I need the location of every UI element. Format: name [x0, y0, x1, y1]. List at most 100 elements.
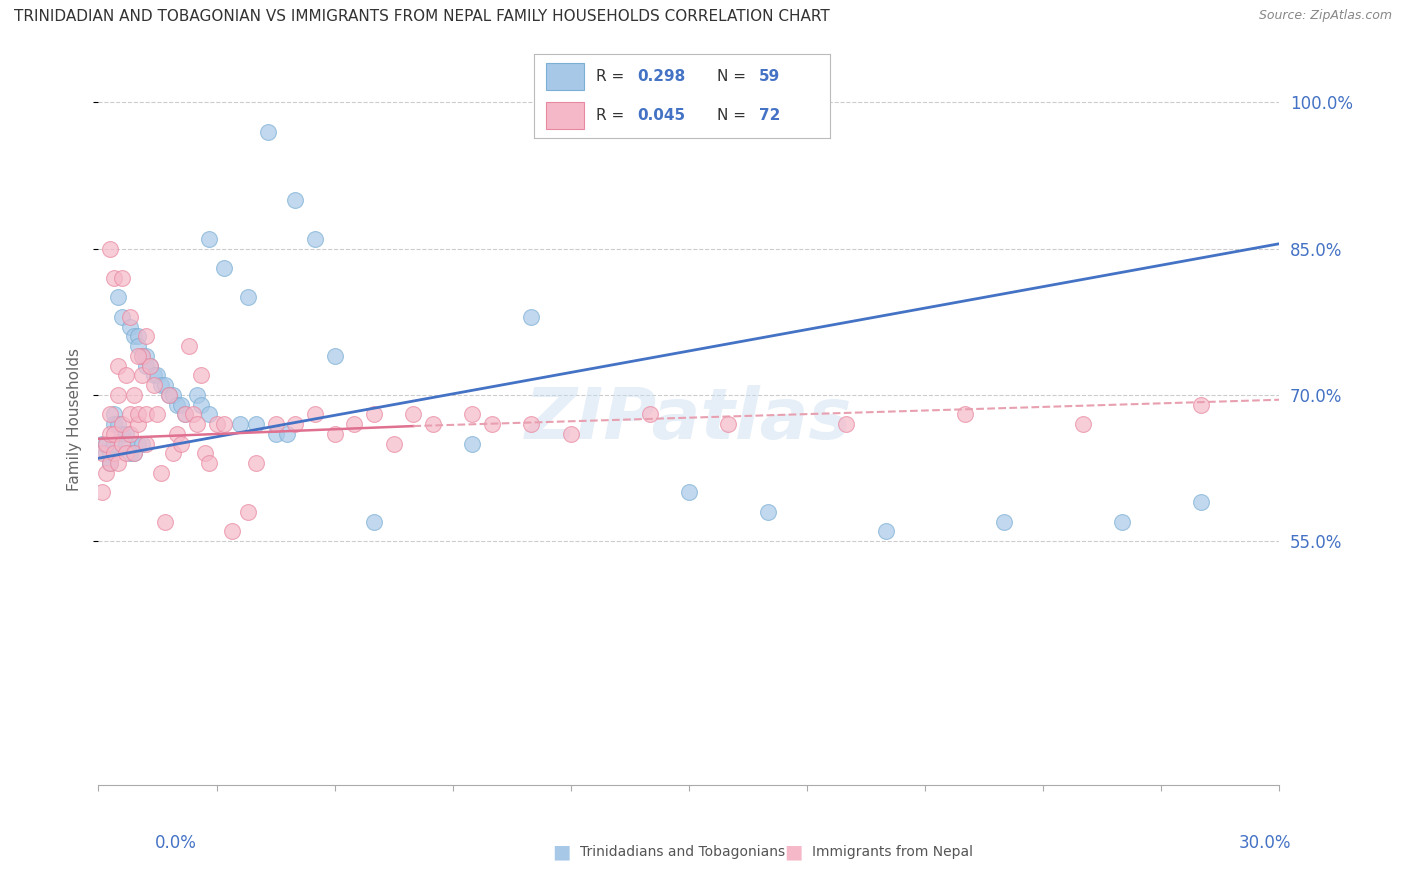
Point — [236, 505, 259, 519]
Point — [103, 408, 125, 422]
Point — [135, 436, 157, 450]
Point — [103, 270, 125, 285]
Point — [127, 339, 149, 353]
Point — [461, 408, 484, 422]
Point — [122, 329, 145, 343]
Point — [98, 456, 121, 470]
Point — [103, 426, 125, 441]
Point — [98, 408, 121, 422]
Point — [402, 408, 425, 422]
Point — [181, 408, 204, 422]
Point — [162, 388, 184, 402]
Point — [422, 417, 444, 431]
Point — [122, 388, 145, 402]
Point — [304, 232, 326, 246]
Point — [276, 426, 298, 441]
Point — [214, 417, 236, 431]
Point — [197, 408, 219, 422]
Point — [96, 436, 118, 450]
Point — [150, 378, 173, 392]
Point — [343, 417, 366, 431]
Point — [560, 426, 582, 441]
Point — [107, 290, 129, 304]
Point — [107, 359, 129, 373]
Point — [131, 368, 153, 383]
Point — [111, 310, 134, 324]
Point — [138, 359, 160, 373]
Point — [127, 417, 149, 431]
Bar — [546, 102, 585, 129]
Point — [256, 124, 278, 138]
Point — [107, 456, 129, 470]
Text: 30.0%: 30.0% — [1239, 834, 1292, 852]
Text: TRINIDADIAN AND TOBAGONIAN VS IMMIGRANTS FROM NEPAL FAMILY HOUSEHOLDS CORRELATIO: TRINIDADIAN AND TOBAGONIAN VS IMMIGRANTS… — [14, 9, 830, 24]
Point — [190, 398, 212, 412]
Point — [1111, 515, 1133, 529]
Point — [170, 398, 193, 412]
Point — [1189, 398, 1212, 412]
Point — [174, 408, 197, 422]
Point — [205, 417, 228, 431]
Text: Source: ZipAtlas.com: Source: ZipAtlas.com — [1258, 9, 1392, 22]
Point — [993, 515, 1015, 529]
Point — [131, 349, 153, 363]
Y-axis label: Family Households: Family Households — [67, 348, 83, 491]
Point — [115, 436, 138, 450]
Point — [155, 378, 177, 392]
Text: 72: 72 — [759, 108, 780, 123]
Point — [177, 339, 200, 353]
Point — [115, 446, 138, 460]
Point — [135, 329, 157, 343]
Point — [135, 408, 157, 422]
Point — [638, 408, 661, 422]
Point — [118, 426, 141, 441]
Point — [875, 524, 897, 539]
Point — [91, 485, 114, 500]
Point — [146, 408, 169, 422]
Point — [162, 446, 184, 460]
Point — [756, 505, 779, 519]
Point — [98, 242, 121, 256]
Point — [91, 446, 114, 460]
Point — [91, 436, 114, 450]
Point — [142, 368, 165, 383]
Point — [190, 368, 212, 383]
Point — [142, 378, 165, 392]
Point — [678, 485, 700, 500]
Point — [323, 349, 346, 363]
Point — [146, 368, 169, 383]
Point — [155, 515, 177, 529]
Point — [363, 515, 385, 529]
Text: 0.045: 0.045 — [638, 108, 686, 123]
Point — [520, 417, 543, 431]
Point — [111, 270, 134, 285]
Point — [111, 426, 134, 441]
Point — [122, 446, 145, 460]
Point — [284, 193, 307, 207]
Point — [127, 349, 149, 363]
Point — [245, 417, 267, 431]
Point — [103, 417, 125, 431]
Point — [174, 408, 197, 422]
Point — [186, 417, 208, 431]
Point — [96, 436, 118, 450]
Point — [264, 417, 287, 431]
Text: 0.298: 0.298 — [638, 69, 686, 84]
Point — [118, 310, 141, 324]
Point — [131, 349, 153, 363]
Point — [363, 408, 385, 422]
Point — [194, 446, 217, 460]
Point — [118, 319, 141, 334]
Point — [98, 426, 121, 441]
Point — [284, 417, 307, 431]
Point — [107, 417, 129, 431]
Point — [135, 359, 157, 373]
Point — [214, 261, 236, 276]
Text: R =: R = — [596, 108, 630, 123]
Point — [304, 408, 326, 422]
Point — [138, 359, 160, 373]
Point — [111, 417, 134, 431]
Text: Immigrants from Nepal: Immigrants from Nepal — [813, 845, 973, 859]
Point — [186, 388, 208, 402]
Point — [98, 456, 121, 470]
